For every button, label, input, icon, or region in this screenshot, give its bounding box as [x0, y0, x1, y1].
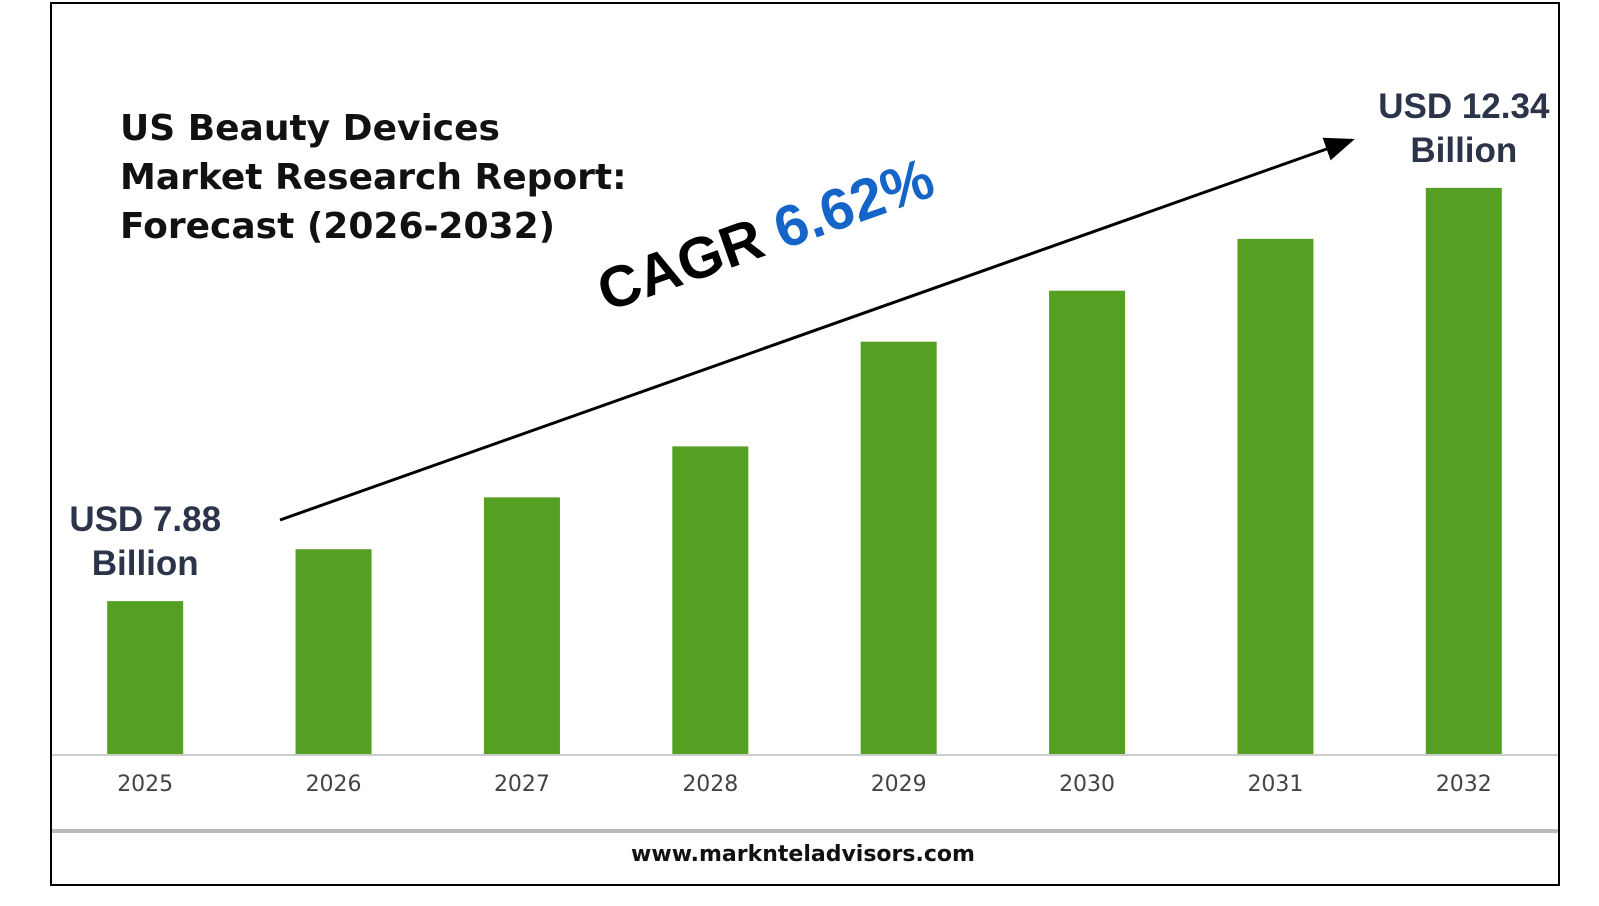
- x-tick-label: 2029: [871, 772, 927, 797]
- source: www.marknteladvisors.com: [631, 842, 975, 867]
- x-tick-label: 2028: [682, 772, 738, 797]
- chart-title: US Beauty Devices Market Research Report…: [120, 108, 627, 247]
- value-label: USD 12.34 Billion: [1378, 86, 1550, 170]
- x-tick-label: 2032: [1436, 772, 1492, 797]
- bar: [1049, 290, 1126, 754]
- x-tick-label: 2027: [494, 772, 550, 797]
- bar: [107, 601, 184, 754]
- bar: [483, 497, 560, 754]
- x-tick-label: 2030: [1059, 772, 1115, 797]
- bar: [1237, 238, 1314, 755]
- bar: [295, 549, 372, 754]
- bar: [1425, 187, 1502, 755]
- x-tick-label: 2025: [117, 772, 173, 797]
- bar: [672, 446, 749, 754]
- bar: [860, 341, 937, 754]
- frame: [50, 2, 1560, 886]
- value-label: USD 7.88 Billion: [69, 500, 222, 584]
- x-tick-label: 2026: [306, 772, 362, 797]
- x-tick-label: 2031: [1247, 772, 1303, 797]
- trend-arrow: [279, 137, 1355, 522]
